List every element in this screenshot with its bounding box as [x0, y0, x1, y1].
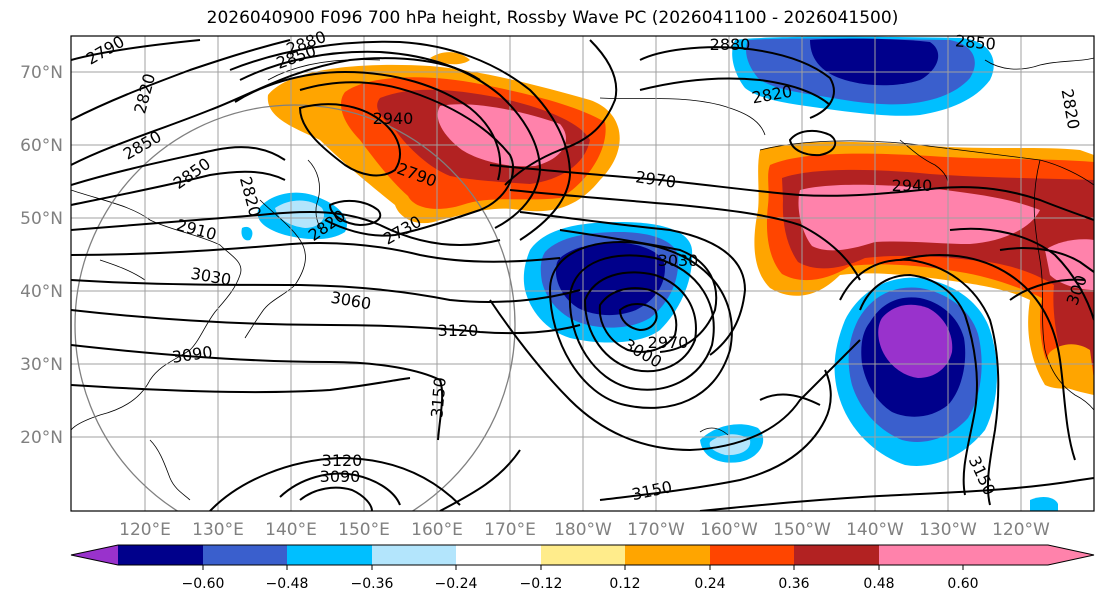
- lon-label: 180°W: [554, 520, 612, 540]
- colorbar-segment: [541, 545, 625, 565]
- contour-label: 2970: [648, 333, 689, 352]
- contour-label: 3120: [438, 321, 479, 340]
- lon-label: 120°W: [992, 520, 1050, 540]
- colorbar-segment: [287, 545, 372, 565]
- lat-label-70: 70°N: [20, 63, 63, 83]
- contour-label: 2820: [1058, 87, 1084, 130]
- colorbar-segment: [203, 545, 287, 565]
- colorbar-tick-label: 0.12: [609, 576, 640, 592]
- lon-label: 170°W: [627, 520, 685, 540]
- contour-label: 3030: [658, 251, 699, 270]
- lon-label: 130°W: [919, 520, 977, 540]
- colorbar-swatches: [71, 545, 1094, 565]
- height-contours: [71, 39, 1094, 511]
- lat-label-40: 40°N: [20, 282, 63, 302]
- lon-label: 140°W: [846, 520, 904, 540]
- colorbar-tick-label: −0.36: [351, 576, 394, 592]
- colorbar-tick-label: 0.60: [947, 576, 978, 592]
- colorbar-outline: [70, 544, 1095, 566]
- lon-label: 170°E: [484, 520, 536, 540]
- contour-label: 3090: [320, 467, 361, 486]
- colorbar-tick-label: −0.12: [520, 576, 563, 592]
- lat-label-50: 50°N: [20, 209, 63, 229]
- latitude-labels: 70°N 60°N 50°N 40°N 30°N 20°N: [20, 63, 63, 448]
- contour-label: 3150: [427, 376, 449, 418]
- lon-label: 130°E: [192, 520, 244, 540]
- contour-label: 2850: [170, 154, 214, 193]
- lat-label-60: 60°N: [20, 136, 63, 156]
- plot-frame: [70, 35, 1095, 512]
- contour-label: 2790: [83, 32, 128, 69]
- anomaly-shading: [241, 36, 1094, 511]
- colorbar-segment: [372, 545, 456, 565]
- colorbar-segment: [794, 545, 879, 565]
- graticule: [70, 36, 1094, 511]
- contour-label: 2850: [120, 127, 165, 164]
- contour-label: 3090: [171, 342, 214, 366]
- colorbar-tick-label: −0.60: [182, 576, 225, 592]
- lat-label-20: 20°N: [20, 428, 63, 448]
- colorbar-tick-label: −0.48: [266, 576, 309, 592]
- colorbar: −0.60 −0.48 −0.36 −0.24 −0.12 0.12 0.24 …: [70, 544, 1095, 592]
- colorbar-tick-label: 0.48: [863, 576, 894, 592]
- contour-label: 2970: [634, 167, 677, 191]
- contour-label: 2820: [236, 174, 265, 218]
- colorbar-tick-label: 0.24: [694, 576, 725, 592]
- contour-label: 2820: [130, 71, 159, 115]
- lon-label: 140°E: [265, 520, 317, 540]
- contour-label: 2850: [954, 31, 996, 53]
- lon-label: 160°W: [700, 520, 758, 540]
- contour-label: 3030: [189, 264, 232, 290]
- longitude-labels: 120°E 130°E 140°E 150°E 160°E 170°E 180°…: [119, 520, 1050, 540]
- map-title: 2026040900 F096 700 hPa height, Rossby W…: [206, 8, 899, 28]
- lon-label: 150°W: [773, 520, 831, 540]
- contour-label: 3120: [322, 451, 363, 470]
- colorbar-tick-label: 0.36: [778, 576, 809, 592]
- colorbar-tick-label: −0.24: [435, 576, 478, 592]
- contour-label: 3150: [630, 477, 674, 504]
- contour-label: 2940: [892, 176, 933, 195]
- colorbar-segment: [71, 545, 118, 565]
- lat-label-30: 30°N: [20, 355, 63, 375]
- reference-circle: [74, 104, 516, 511]
- contour-label: 2940: [373, 109, 414, 128]
- colorbar-segment: [456, 545, 541, 565]
- lon-label: 150°E: [338, 520, 390, 540]
- contour-label: 2880: [710, 35, 751, 54]
- contour-label: 3060: [329, 288, 372, 314]
- colorbar-segment: [710, 545, 794, 565]
- colorbar-segment: [879, 545, 1094, 565]
- colorbar-segment: [118, 545, 203, 565]
- lon-label: 160°E: [411, 520, 463, 540]
- lon-label: 120°E: [119, 520, 171, 540]
- colorbar-segment: [625, 545, 710, 565]
- contour-label: 2730: [380, 212, 425, 249]
